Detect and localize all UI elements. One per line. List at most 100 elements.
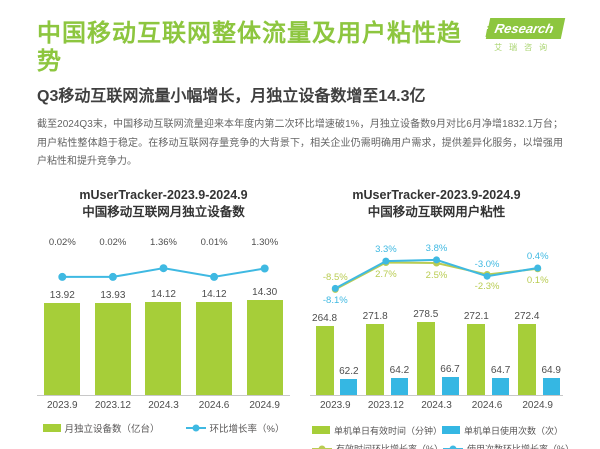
chart-title-line1: mUserTracker-2023.9-2024.9 — [352, 187, 521, 202]
x-axis-label: 2024.9 — [249, 399, 280, 411]
x-axis: 2023.9 2023.12 2024.3 2024.6 2024.9 — [37, 400, 290, 411]
bar — [542, 377, 560, 395]
legend: 月独立设备数（亿台） 环比增长率（%） — [37, 421, 290, 435]
line-value-label: 2.7% — [375, 269, 397, 281]
bar-column: 64.7 — [491, 365, 510, 395]
x-axis-label: 2024.3 — [421, 399, 452, 411]
charts-area: mUserTracker-2023.9-2024.9 中国移动互联网月独立设备数… — [37, 187, 574, 449]
line-value-label: 1.36% — [150, 236, 177, 248]
line-swatch-icon — [443, 444, 464, 449]
x-axis-label: 2024.3 — [148, 399, 179, 411]
bar-group: 271.8 64.2 — [361, 311, 412, 395]
bar-column: 13.92 — [44, 289, 81, 395]
x-axis-label: 2023.9 — [47, 399, 78, 411]
bar-column: 14.30 — [246, 287, 283, 395]
page-subtitle: Q3移动互联网流量小幅增长，月独立设备数增至14.3亿 — [37, 88, 426, 106]
legend-item-time-growth: 有效时间环比增长率（%） — [312, 442, 443, 449]
header: 中国移动互联网整体流量及用户粘性趋势 i Research 艾瑞咨询 — [37, 18, 566, 75]
bar-group: 13.93 — [88, 290, 139, 395]
legend-item-times-growth: 使用次数环比增长率（%） — [443, 442, 574, 449]
line-swatch-icon — [185, 423, 206, 432]
bar-column: 14.12 — [196, 288, 233, 395]
x-axis-label: 2024.6 — [471, 399, 503, 411]
legend-label: 使用次数环比增长率（%） — [467, 443, 575, 449]
legend-item-growth: 环比增长率（%） — [185, 421, 285, 435]
legend-item-devices: 月独立设备数（亿台） — [42, 421, 160, 435]
bar-column: 271.8 — [363, 311, 388, 395]
line-value-label: 0.02% — [99, 236, 127, 248]
bar-value-label: 272.1 — [463, 311, 489, 322]
bar — [94, 302, 131, 395]
chart-title: mUserTracker-2023.9-2024.9 中国移动互联网月独立设备数 — [37, 187, 290, 222]
bar-value-label: 66.7 — [440, 364, 460, 376]
bar — [366, 324, 385, 395]
line-value-label: -8.1% — [322, 295, 348, 307]
x-axis-label: 2023.9 — [320, 399, 351, 411]
line-value-label: 0.1% — [526, 275, 549, 287]
chart-title-line1: mUserTracker-2023.9-2024.9 — [79, 187, 248, 202]
bar — [145, 301, 182, 395]
bar-value-label: 13.93 — [100, 289, 126, 301]
bar — [467, 324, 486, 395]
bar-column: 278.5 — [413, 309, 438, 395]
bar-column: 264.8 — [312, 313, 337, 395]
line-value-label: -3.0% — [474, 258, 500, 270]
bar — [390, 378, 408, 395]
x-axis-label: 2024.9 — [522, 399, 553, 411]
bar-column: 62.2 — [339, 365, 359, 395]
line-value-label: -8.5% — [322, 272, 348, 284]
trend-line-svg — [58, 263, 269, 281]
chart-title: mUserTracker-2023.9-2024.9 中国移动互联网用户粘性 — [310, 187, 563, 222]
bar-column: 272.1 — [464, 311, 489, 395]
plot-area: -8.5% 2.7% 2.5% -2.3% 0.1% -8.1% 3.3% 3.8% -3.0%… — [310, 231, 563, 411]
line-value-label: 0.4% — [526, 250, 549, 262]
legend-item-times: 单机单日使用次数（次） — [442, 424, 563, 437]
legend-label: 有效时间环比增长率（%） — [336, 443, 444, 449]
bar-value-label: 64.9 — [541, 364, 561, 376]
bar-column: 272.4 — [514, 311, 539, 395]
bar-value-label: 14.12 — [201, 288, 227, 300]
bar-swatch-icon — [42, 423, 61, 432]
bar-group: 14.30 — [239, 287, 290, 395]
plot-area: 0.02% 0.02% 1.36% 0.01% 1.30% 13.92 13.93 14.12… — [37, 231, 290, 411]
line-value-label: 2.5% — [425, 269, 448, 281]
bar-value-label: 271.8 — [362, 311, 388, 322]
bar-column: 66.7 — [440, 364, 460, 395]
bar-value-label: 64.7 — [490, 364, 511, 376]
bar-column: 14.12 — [145, 289, 182, 395]
summary-paragraph: 截至2024Q3末，中国移动互联网流量迎来本年度内第二次环比增速破1%，月独立设… — [37, 119, 563, 168]
chart-title-line2: 中国移动互联网用户粘性 — [367, 205, 506, 220]
x-axis-label: 2023.12 — [367, 399, 404, 411]
bar-group: 14.12 — [189, 289, 240, 395]
bar-value-label: 13.92 — [49, 289, 75, 301]
bar-swatch-icon — [442, 426, 461, 435]
logo-wordmark: Research — [486, 18, 566, 39]
bar-value-label: 272.4 — [514, 310, 540, 322]
line-value-label: 1.30% — [251, 236, 279, 248]
bar-group: 272.4 64.9 — [512, 311, 563, 395]
bar-swatch-icon — [312, 426, 330, 435]
x-axis-label: 2023.12 — [94, 399, 131, 411]
bar-column: 64.9 — [541, 364, 561, 395]
bar-value-label: 64.2 — [389, 365, 410, 376]
bar — [492, 377, 510, 395]
line-value-label: 3.8% — [425, 242, 448, 254]
x-axis: 2023.9 2023.12 2024.3 2024.6 2024.9 — [310, 400, 563, 411]
bar-group: 272.1 64.7 — [462, 311, 513, 395]
line-swatch-icon — [312, 444, 332, 449]
x-axis-label: 2024.6 — [198, 399, 230, 411]
legend-label: 环比增长率（%） — [209, 423, 285, 435]
legend-label: 月独立设备数（亿台） — [64, 423, 160, 435]
bar-value-label: 62.2 — [339, 365, 359, 377]
legend-row-2: 有效时间环比增长率（%） 使用次数环比增长率（%） — [310, 442, 574, 449]
chart-title-line2: 中国移动互联网月独立设备数 — [82, 205, 245, 220]
bar — [416, 322, 435, 395]
bar — [246, 300, 283, 395]
bar — [315, 325, 334, 395]
line-value-label: 3.3% — [375, 243, 397, 255]
bar-group: 264.8 62.2 — [310, 313, 361, 395]
bars-zone: 264.8 62.2 271.8 64.2 278.5 66.7 272.1 64.7 272.… — [310, 307, 563, 396]
bar-column: 13.93 — [94, 289, 131, 395]
chart-monthly-devices: mUserTracker-2023.9-2024.9 中国移动互联网月独立设备数… — [37, 187, 290, 449]
